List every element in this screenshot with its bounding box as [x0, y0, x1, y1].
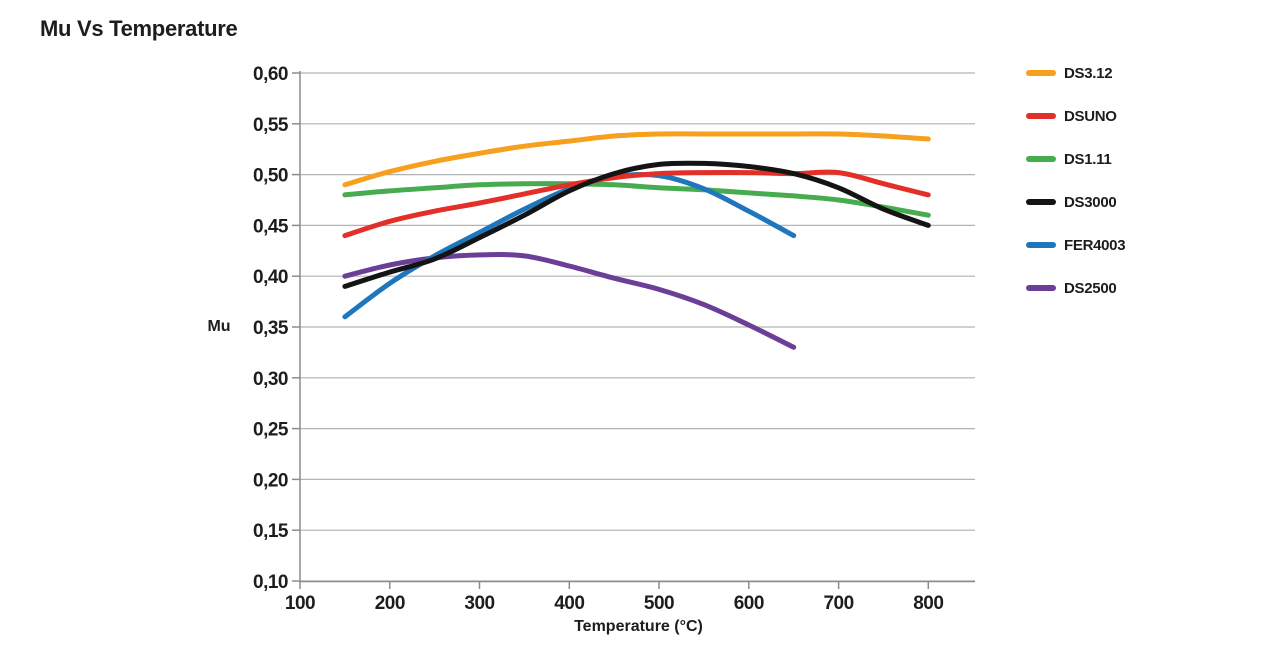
legend-item-ds1-11: DS1.11	[1026, 150, 1125, 168]
x-tick-label: 500	[644, 593, 674, 614]
y-tick-label: 0,10	[253, 572, 288, 593]
legend-item-ds3-12: DS3.12	[1026, 64, 1125, 82]
legend-label-ds1-11: DS1.11	[1064, 150, 1112, 168]
legend-label-dsuno: DSUNO	[1064, 107, 1117, 125]
legend-swatch-dsuno	[1026, 113, 1056, 119]
series-line-ds3-12	[342, 131, 931, 188]
legend-label-ds2500: DS2500	[1064, 279, 1117, 297]
legend-label-ds3-12: DS3.12	[1064, 64, 1113, 82]
y-tick-label: 0,15	[253, 521, 289, 542]
chart-legend: DS3.12 DSUNO DS1.11 DS3000 FER4003 DS2500	[1026, 64, 1126, 322]
legend-label-fer4003: FER4003	[1064, 236, 1126, 254]
y-axis-title: Mu	[207, 318, 231, 335]
y-tick-label: 0,55	[253, 115, 289, 136]
legend-swatch-fer4003	[1026, 242, 1056, 248]
legend-swatch-ds2500	[1026, 285, 1056, 291]
y-tick-label: 0,25	[253, 420, 289, 441]
x-tick-label: 200	[375, 593, 405, 614]
y-tick-label: 0,50	[253, 166, 288, 187]
legend-item-ds2500: DS2500	[1026, 279, 1125, 297]
x-tick-label: 600	[734, 593, 764, 614]
y-tick-label: 0,40	[253, 267, 288, 288]
y-tick-label: 0,30	[253, 369, 288, 390]
x-tick-label: 400	[554, 593, 584, 614]
x-tick-label: 300	[464, 593, 494, 614]
y-tick-label: 0,45	[253, 216, 289, 237]
legend-label-ds3000: DS3000	[1064, 193, 1117, 211]
y-tick-label: 0,60	[253, 64, 288, 85]
legend-item-fer4003: FER4003	[1026, 236, 1126, 254]
series-line-ds1-11	[342, 181, 931, 218]
series-line-ds3000	[342, 160, 931, 289]
legend-swatch-ds3000	[1026, 199, 1056, 205]
y-tick-label: 0,20	[253, 470, 288, 491]
legend-item-ds3000: DS3000	[1026, 193, 1125, 211]
series-line-dsuno	[342, 169, 931, 239]
legend-swatch-ds3-12	[1026, 70, 1056, 76]
y-tick-label: 0,35	[253, 318, 289, 339]
series-line-fer4003	[342, 171, 797, 320]
x-tick-label: 100	[285, 593, 315, 614]
chart-title: Mu Vs Temperature	[40, 16, 238, 41]
x-tick-label: 700	[823, 593, 853, 614]
series-line-ds2500	[342, 252, 797, 350]
legend-item-dsuno: DSUNO	[1026, 107, 1125, 125]
legend-swatch-ds1-11	[1026, 156, 1056, 162]
x-axis-title: Temperature (°C)	[574, 618, 703, 635]
x-tick-label: 800	[913, 593, 943, 614]
